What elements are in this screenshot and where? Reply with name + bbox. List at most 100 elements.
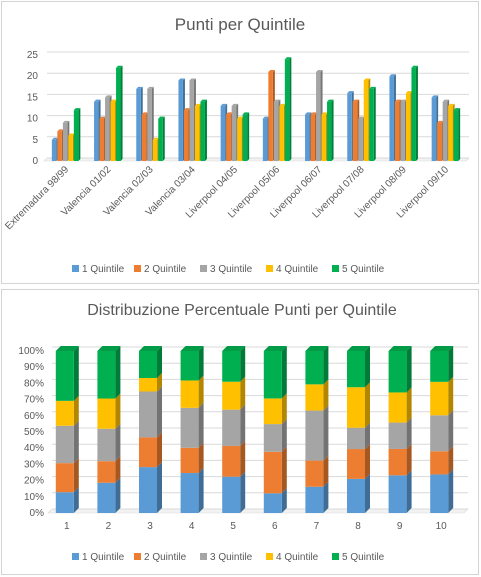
segment-side (406, 470, 412, 513)
legend-label: 4 Quintile (276, 264, 319, 275)
segment-side (365, 473, 370, 513)
stacked-segment (97, 428, 116, 462)
segment-top (222, 346, 246, 351)
stacked-segment (222, 351, 241, 382)
stacked-segment (55, 351, 74, 401)
bar (327, 101, 332, 161)
bar (141, 114, 147, 161)
y-tick-label: 40% (24, 443, 44, 454)
y-tick-label: 30% (24, 459, 44, 470)
segment-side (115, 393, 121, 429)
bar (352, 101, 358, 161)
bar (316, 71, 321, 161)
legend-label: 5 Quintile (342, 264, 385, 275)
bar (110, 101, 116, 161)
bar (411, 67, 416, 161)
bar-top (183, 108, 191, 111)
bar-top (152, 137, 160, 140)
stacked-segment (55, 425, 74, 464)
chart-title: Distribuzione Percentuale Punti per Quin… (87, 302, 397, 319)
segment-side (157, 373, 162, 392)
segment-top (97, 346, 121, 351)
bar (284, 59, 290, 161)
stacked-segment (305, 384, 324, 411)
stacked-segment (55, 492, 74, 513)
bar-top (321, 112, 329, 115)
bar-side (120, 65, 123, 161)
stacked-segment (97, 482, 116, 513)
segment-side (281, 488, 287, 513)
segment-side (157, 462, 162, 513)
segment-side (448, 376, 454, 416)
bar-top (158, 116, 165, 119)
bar (389, 76, 394, 161)
x-tick-label: 8 (355, 521, 361, 532)
segment-side (406, 443, 412, 476)
bar (279, 105, 284, 161)
bar (394, 101, 400, 161)
bar-top (279, 103, 286, 106)
stacked-segment (97, 398, 116, 429)
segment-side (157, 432, 162, 468)
bar-top (431, 95, 439, 98)
segment-top (347, 346, 370, 351)
segment-side (115, 477, 121, 513)
segment-side (448, 469, 454, 513)
segment-side (198, 468, 204, 513)
bar (242, 114, 248, 161)
bar-top (226, 112, 233, 115)
bar (220, 105, 226, 161)
bar-top (136, 86, 143, 89)
segment-side (281, 393, 287, 425)
bar-top (231, 103, 239, 106)
stacked-segment (222, 381, 241, 410)
segment-side (448, 346, 454, 382)
stacked-segment (305, 410, 324, 461)
stacked-segment (305, 486, 324, 513)
legend-swatch (200, 265, 207, 272)
stacked-segment (97, 351, 116, 399)
segment-side (406, 387, 412, 423)
segment-side (365, 444, 370, 479)
bar-side (331, 99, 334, 161)
bar-top (242, 112, 250, 115)
stacked-segment (347, 351, 365, 388)
bar-top (110, 99, 118, 102)
y-tick-label: 90% (24, 362, 44, 373)
bar (453, 110, 459, 161)
bar-top (437, 120, 444, 123)
segment-side (240, 440, 246, 477)
stacked-segment (139, 378, 157, 392)
bar-top (363, 78, 371, 81)
bar-top (358, 116, 365, 119)
segment-side (406, 417, 412, 449)
bar-side (458, 108, 461, 161)
stacked-segment (347, 478, 365, 513)
y-tick-label: 80% (24, 378, 44, 389)
stacked-segment (263, 424, 282, 452)
segment-side (73, 487, 79, 513)
stacked-segment (222, 445, 241, 477)
bar-top (405, 91, 413, 94)
segment-side (240, 346, 246, 382)
bar-top (448, 103, 455, 106)
bar-top (284, 57, 292, 60)
chart-title: Punti per Quintile (175, 15, 305, 34)
bar (62, 122, 68, 161)
bar (105, 97, 110, 161)
y-tick-label: 10 (27, 114, 39, 125)
x-tick-label: 5 (230, 521, 236, 532)
legend-label: 4 Quintile (276, 552, 319, 563)
legend-swatch (332, 553, 339, 560)
bar (189, 80, 194, 161)
stacked-segment (430, 351, 449, 382)
segment-top (305, 346, 329, 351)
legend-swatch (134, 553, 141, 560)
bar-top (105, 95, 112, 98)
segment-side (323, 405, 329, 461)
segment-side (198, 346, 204, 381)
segment-side (240, 376, 246, 410)
stacked-segment (180, 351, 199, 381)
bar (237, 118, 242, 161)
y-tick-label: 5 (32, 135, 38, 146)
